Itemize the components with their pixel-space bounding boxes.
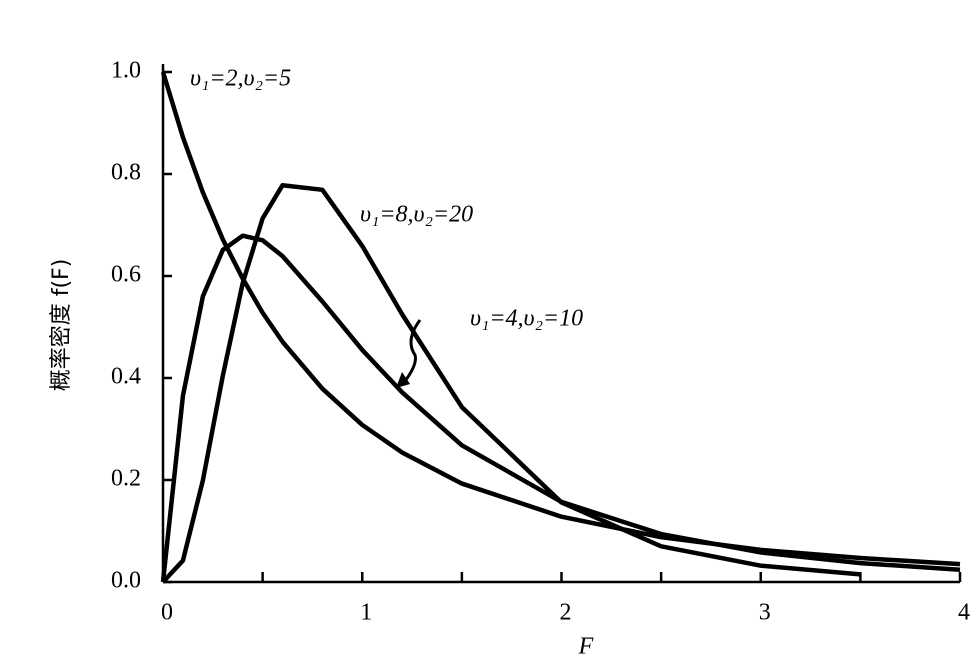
x-tick-label: 4 <box>958 600 970 626</box>
y-tick-label: 0.8 <box>111 160 141 186</box>
x-axis-label: F <box>578 634 594 660</box>
series-line <box>161 182 861 584</box>
y-tick-label: 1.0 <box>111 58 141 84</box>
y-tick-label: 0.0 <box>111 568 141 594</box>
series-label: υ₁=8,υ₂=20 <box>360 202 473 228</box>
series-label: υ₁=2,υ₂=5 <box>190 66 291 92</box>
series-label: υ₁=4,υ₂=10 <box>470 306 583 332</box>
series-line <box>160 233 961 583</box>
x-tick-label: 0 <box>161 600 173 626</box>
y-tick-label: 0.2 <box>111 466 141 492</box>
annotation-arrowhead <box>396 372 410 388</box>
y-axis-label: 概率密度 f(F) <box>49 259 74 392</box>
y-tick-label: 0.4 <box>111 364 141 390</box>
x-tick-label: 1 <box>360 600 372 626</box>
y-tick-label: 0.6 <box>111 262 141 288</box>
x-tick-label: 2 <box>560 600 572 626</box>
x-tick-label: 3 <box>759 600 771 626</box>
